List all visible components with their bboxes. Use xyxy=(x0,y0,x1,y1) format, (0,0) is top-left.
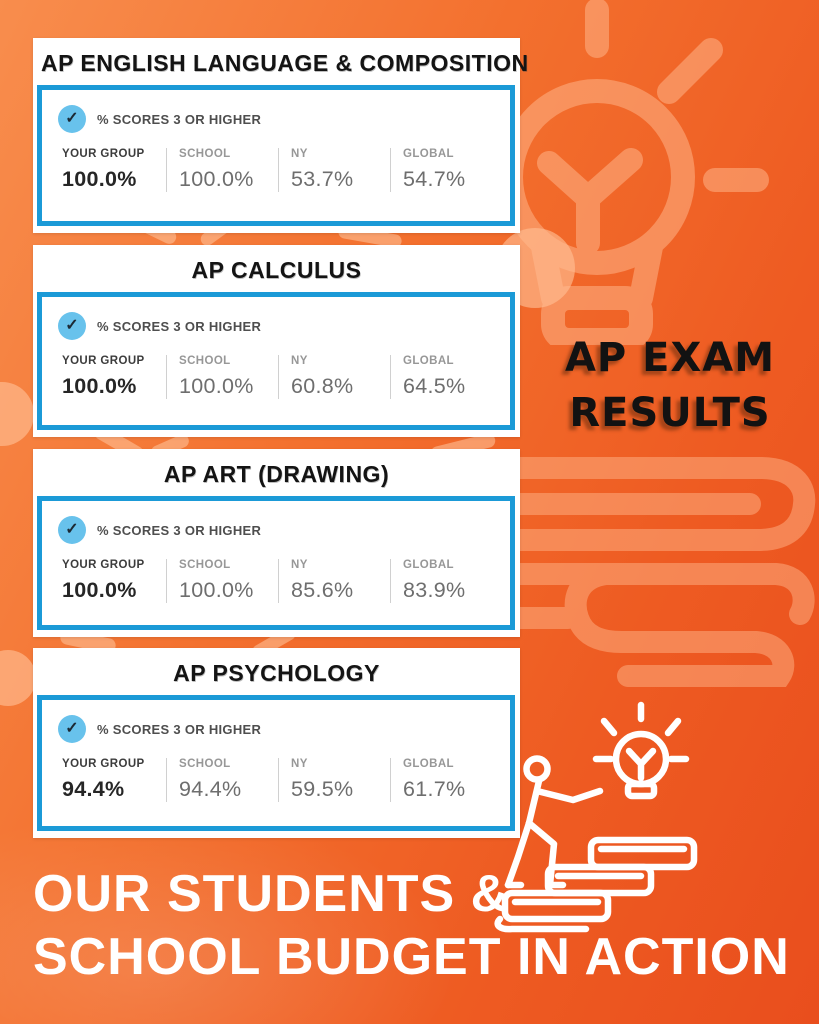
metric-row: ✓ % SCORES 3 OR HIGHER xyxy=(58,312,510,340)
stat-value: 60.8% xyxy=(291,374,354,398)
stat-value: 100.0% xyxy=(62,167,137,191)
stat-columns: YOUR GROUP 100.0% SCHOOL 100.0% NY 85.6%… xyxy=(58,559,510,603)
stat-column-global: GLOBAL 61.7% xyxy=(390,758,502,802)
footer-heading-line2: SCHOOL BUDGET IN ACTION xyxy=(33,928,790,986)
stat-label: GLOBAL xyxy=(403,148,454,160)
stat-value: 64.5% xyxy=(403,374,466,398)
stat-column-ny: NY 85.6% xyxy=(278,559,390,603)
card-ap-psychology: AP PSYCHOLOGY ✓ % SCORES 3 OR HIGHER YOU… xyxy=(33,648,520,838)
person-climbing-book-stairs-icon xyxy=(494,701,698,933)
metric-row: ✓ % SCORES 3 OR HIGHER xyxy=(58,105,510,133)
stat-label: NY xyxy=(291,559,308,571)
stat-label: NY xyxy=(291,355,308,367)
stat-column-your-group: YOUR GROUP 94.4% xyxy=(58,758,166,802)
card-ap-english-language-composition: AP ENGLISH LANGUAGE & COMPOSITION ✓ % SC… xyxy=(33,38,529,233)
stat-column-your-group: YOUR GROUP 100.0% xyxy=(58,559,166,603)
stat-column-your-group: YOUR GROUP 100.0% xyxy=(58,355,166,399)
score-panel: ✓ % SCORES 3 OR HIGHER YOUR GROUP 100.0%… xyxy=(37,85,515,226)
stat-label: SCHOOL xyxy=(179,758,231,770)
metric-label: % SCORES 3 OR HIGHER xyxy=(97,111,262,127)
stat-column-global: GLOBAL 64.5% xyxy=(390,355,502,399)
book-stack-icon xyxy=(501,457,816,687)
checkmark-icon: ✓ xyxy=(58,312,86,340)
checkmark-icon: ✓ xyxy=(58,715,86,743)
stat-label: SCHOOL xyxy=(179,559,231,571)
stat-column-school: SCHOOL 94.4% xyxy=(166,758,278,802)
stat-value: 61.7% xyxy=(403,777,466,801)
stat-label: GLOBAL xyxy=(403,758,454,770)
score-panel: ✓ % SCORES 3 OR HIGHER YOUR GROUP 100.0%… xyxy=(37,292,515,430)
stat-label: NY xyxy=(291,758,308,770)
card-title: AP ENGLISH LANGUAGE & COMPOSITION xyxy=(41,50,529,76)
stat-value: 94.4% xyxy=(62,777,125,801)
checkmark-icon: ✓ xyxy=(58,105,86,133)
metric-label: % SCORES 3 OR HIGHER xyxy=(97,318,262,334)
stat-column-school: SCHOOL 100.0% xyxy=(166,355,278,399)
page-title: AP EXAM RESULTS xyxy=(520,331,819,441)
stat-column-ny: NY 59.5% xyxy=(278,758,390,802)
metric-label: % SCORES 3 OR HIGHER xyxy=(97,721,262,737)
check-glyph: ✓ xyxy=(65,317,79,334)
score-panel: ✓ % SCORES 3 OR HIGHER YOUR GROUP 94.4% … xyxy=(37,695,515,831)
stat-columns: YOUR GROUP 100.0% SCHOOL 100.0% NY 60.8%… xyxy=(58,355,510,399)
stat-value: 54.7% xyxy=(403,167,466,191)
card-title: AP CALCULUS xyxy=(191,257,362,283)
stat-label: YOUR GROUP xyxy=(62,148,145,160)
stat-columns: YOUR GROUP 94.4% SCHOOL 94.4% NY 59.5% G… xyxy=(58,758,510,802)
stat-label: SCHOOL xyxy=(179,355,231,367)
metric-label: % SCORES 3 OR HIGHER xyxy=(97,522,262,538)
stat-value: 94.4% xyxy=(179,777,242,801)
card-ap-art-drawing: AP ART (DRAWING) ✓ % SCORES 3 OR HIGHER … xyxy=(33,449,520,637)
round-blob-decoration xyxy=(0,650,36,706)
stat-value: 100.0% xyxy=(62,374,137,398)
stat-value: 85.6% xyxy=(291,578,354,602)
card-title: AP ART (DRAWING) xyxy=(163,461,390,487)
stat-column-school: SCHOOL 100.0% xyxy=(166,559,278,603)
score-panel: ✓ % SCORES 3 OR HIGHER YOUR GROUP 100.0%… xyxy=(37,496,515,630)
stat-column-global: GLOBAL 54.7% xyxy=(390,148,502,192)
metric-row: ✓ % SCORES 3 OR HIGHER xyxy=(58,715,510,743)
page-title-line2: RESULTS xyxy=(569,390,771,436)
stat-value: 83.9% xyxy=(403,578,466,602)
check-glyph: ✓ xyxy=(65,720,79,737)
footer-heading-line1: OUR STUDENTS & xyxy=(33,865,510,923)
stat-value: 53.7% xyxy=(291,167,354,191)
stat-value: 100.0% xyxy=(179,167,254,191)
checkmark-icon: ✓ xyxy=(58,516,86,544)
stat-label: NY xyxy=(291,148,308,160)
stat-label: GLOBAL xyxy=(403,355,454,367)
stat-column-ny: NY 60.8% xyxy=(278,355,390,399)
stat-label: GLOBAL xyxy=(403,559,454,571)
stat-column-school: SCHOOL 100.0% xyxy=(166,148,278,192)
stat-label: SCHOOL xyxy=(179,148,231,160)
metric-row: ✓ % SCORES 3 OR HIGHER xyxy=(58,516,510,544)
stat-column-global: GLOBAL 83.9% xyxy=(390,559,502,603)
stat-value: 59.5% xyxy=(291,777,354,801)
stat-value: 100.0% xyxy=(179,374,254,398)
card-ap-calculus: AP CALCULUS ✓ % SCORES 3 OR HIGHER YOUR … xyxy=(33,245,520,437)
stat-column-your-group: YOUR GROUP 100.0% xyxy=(58,148,166,192)
footer-heading: OUR STUDENTS & SCHOOL BUDGET IN ACTION xyxy=(33,863,790,989)
page-title-line1: AP EXAM xyxy=(564,335,776,381)
stat-value: 100.0% xyxy=(179,578,254,602)
stat-value: 100.0% xyxy=(62,578,137,602)
stat-label: YOUR GROUP xyxy=(62,559,145,571)
stat-label: YOUR GROUP xyxy=(62,355,145,367)
stat-label: YOUR GROUP xyxy=(62,758,145,770)
check-glyph: ✓ xyxy=(65,110,79,127)
light-glow-decoration xyxy=(0,810,460,1024)
stat-columns: YOUR GROUP 100.0% SCHOOL 100.0% NY 53.7%… xyxy=(58,148,510,192)
round-blob-decoration xyxy=(0,382,34,446)
card-title: AP PSYCHOLOGY xyxy=(173,660,380,686)
check-glyph: ✓ xyxy=(65,521,79,538)
stat-column-ny: NY 53.7% xyxy=(278,148,390,192)
